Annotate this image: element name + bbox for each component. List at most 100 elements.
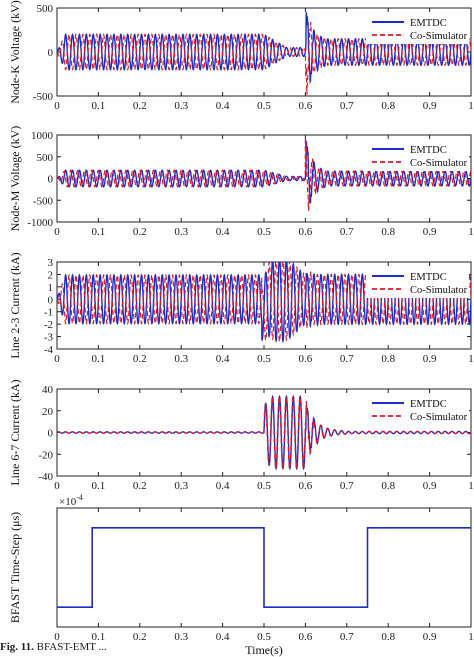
- x-tick-label: 0.8: [381, 631, 395, 643]
- series-line-co-simulator: [57, 138, 471, 211]
- legend-box: [366, 266, 469, 298]
- legend-label-co-simulator: Co-Simulator: [410, 158, 468, 169]
- x-tick-label: 0.5: [257, 353, 271, 365]
- x-tick-label: 0.7: [340, 353, 354, 365]
- y-tick-label: -3: [44, 332, 54, 344]
- caption-text: BFAST-EMT ...: [33, 641, 107, 653]
- x-tick-label: 0.9: [423, 631, 437, 643]
- x-tick-label: 0.2: [133, 100, 147, 112]
- y-tick-label: 0: [48, 294, 54, 306]
- x-tick-label: 0.2: [133, 353, 147, 365]
- y-tick-label: -2: [44, 319, 53, 331]
- y-axis-label: BFAST Time-Step (μs): [8, 512, 22, 623]
- series-line-co-simulator: [57, 22, 471, 95]
- x-tick-label: 0.4: [216, 631, 230, 643]
- y-axis-label: Line 6-7 Current (kA): [8, 379, 22, 485]
- x-tick-label: 0.7: [340, 226, 354, 238]
- caption-label: Fig. 11.: [0, 641, 34, 653]
- x-tick-label: 1: [468, 631, 474, 643]
- y-tick-label: 3: [48, 257, 54, 269]
- x-tick-label: 0.3: [174, 100, 188, 112]
- x-tick-label: 0.9: [423, 353, 437, 365]
- y-tick-label: 0: [48, 174, 54, 186]
- legend-label-emtdc: EMTDC: [410, 399, 447, 410]
- x-tick-label: 0.8: [381, 353, 395, 365]
- y-tick-label: 1: [48, 282, 54, 294]
- y-tick-label: 500: [37, 3, 54, 15]
- y-tick-label: -500: [33, 91, 54, 103]
- y-tick-label: 2: [48, 269, 54, 281]
- chart-panel-1: 0 0.1 0.2 0.3 0.4 0.5 0.6 0.7 0.8 0.9 1-5000500Nod…: [8, 0, 474, 112]
- x-tick-label: 1: [468, 226, 474, 238]
- y-tick-label: -40: [38, 471, 53, 483]
- legend-box: [366, 12, 469, 44]
- series-line-time-step: [57, 527, 471, 608]
- x-tick-label: 0.6: [299, 100, 313, 112]
- x-tick-label: 0.7: [340, 100, 354, 112]
- x-tick-label: 0.7: [340, 631, 354, 643]
- x-tick-label: 0: [54, 480, 60, 492]
- x-tick-label: 0: [54, 631, 60, 643]
- x-tick-label: 0.9: [423, 100, 437, 112]
- x-tick-label: 0.6: [299, 480, 313, 492]
- y-tick-label: 40: [42, 384, 54, 396]
- y-tick-label: -500: [33, 195, 54, 207]
- legend: EMTDC Co-Simulator: [366, 12, 469, 44]
- legend-label-emtdc: EMTDC: [410, 18, 447, 29]
- legend-box: [366, 139, 469, 171]
- x-tick-label: 0.7: [340, 480, 354, 492]
- x-tick-label: 0.9: [423, 226, 437, 238]
- x-tick-label: 1: [468, 353, 474, 365]
- waveforms: [57, 138, 471, 211]
- y-tick-label: 0: [48, 47, 54, 59]
- x-tick-label: 0.6: [299, 226, 313, 238]
- figure-caption: Fig. 11. BFAST-EMT ...: [0, 641, 107, 653]
- y-tick-label: 1000: [31, 130, 54, 142]
- x-tick-label: 0: [54, 100, 60, 112]
- chart-panel-3: 0 0.1 0.2 0.3 0.4 0.5 0.6 0.7 0.8 0.9 1-4-3-2-1012…: [8, 252, 474, 365]
- x-tick-label: 0.1: [92, 100, 106, 112]
- waveforms: [57, 394, 471, 471]
- series-line-emtdc: [57, 139, 471, 204]
- x-tick-label: 0.3: [174, 353, 188, 365]
- x-tick-label: 0: [54, 353, 60, 365]
- y-axis-label: Node-M Voltage (kV): [8, 126, 22, 232]
- x-tick-label: 0.1: [92, 353, 106, 365]
- waveforms: [57, 12, 471, 95]
- x-tick-label: 0.3: [174, 631, 188, 643]
- waveforms: [57, 262, 471, 344]
- y-exponent-power: -4: [76, 493, 83, 502]
- y-exponent-label: ×10-4: [59, 493, 83, 508]
- x-tick-label: 0.9: [423, 480, 437, 492]
- x-tick-label: 0.3: [174, 226, 188, 238]
- legend-label-emtdc: EMTDC: [410, 145, 447, 156]
- x-tick-label: 0: [54, 226, 60, 238]
- x-tick-label: 0.2: [133, 480, 147, 492]
- y-tick-label: 500: [37, 152, 54, 164]
- x-tick-label: 0.4: [216, 480, 230, 492]
- x-tick-label: 1: [468, 100, 474, 112]
- y-tick-label: -1: [44, 307, 53, 319]
- series-line-co-simulator: [57, 394, 471, 471]
- chart-panel-2: 0 0.1 0.2 0.3 0.4 0.5 0.6 0.7 0.8 0.9 1 -1000 -500 0 5…: [8, 126, 474, 238]
- x-tick-label: 0.8: [381, 226, 395, 238]
- x-tick-label: 0.8: [381, 480, 395, 492]
- x-tick-label: 0.2: [133, 631, 147, 643]
- legend-label-co-simulator: Co-Simulator: [410, 412, 468, 423]
- y-axis-label: Node-K Voltage (kV): [8, 0, 22, 104]
- x-tick-label: 0.1: [92, 226, 106, 238]
- x-tick-label: 0.8: [381, 100, 395, 112]
- x-tick-label: 0.3: [174, 480, 188, 492]
- x-tick-label: 0.6: [299, 631, 313, 643]
- chart-panel-5: 0 0.1 0.2 0.3 0.4 0.5 0.6 0.7 0.8 0.9 1 BFAST Time-…: [8, 493, 474, 657]
- x-tick-label: 0.5: [257, 226, 271, 238]
- x-tick-label: 0.5: [257, 480, 271, 492]
- x-tick-label: 0.5: [257, 100, 271, 112]
- legend: EMTDC Co-Simulator: [366, 266, 469, 298]
- legend-label-co-simulator: Co-Simulator: [410, 31, 468, 42]
- chart-panel-4: 0 0.1 0.2 0.3 0.4 0.5 0.6 0.7 0.8 0.9 1 -40 -20 0 20 40…: [8, 379, 474, 492]
- x-tick-label: 0.2: [133, 226, 147, 238]
- x-tick-label: 0.1: [92, 631, 106, 643]
- y-tick-label: -1000: [27, 217, 53, 229]
